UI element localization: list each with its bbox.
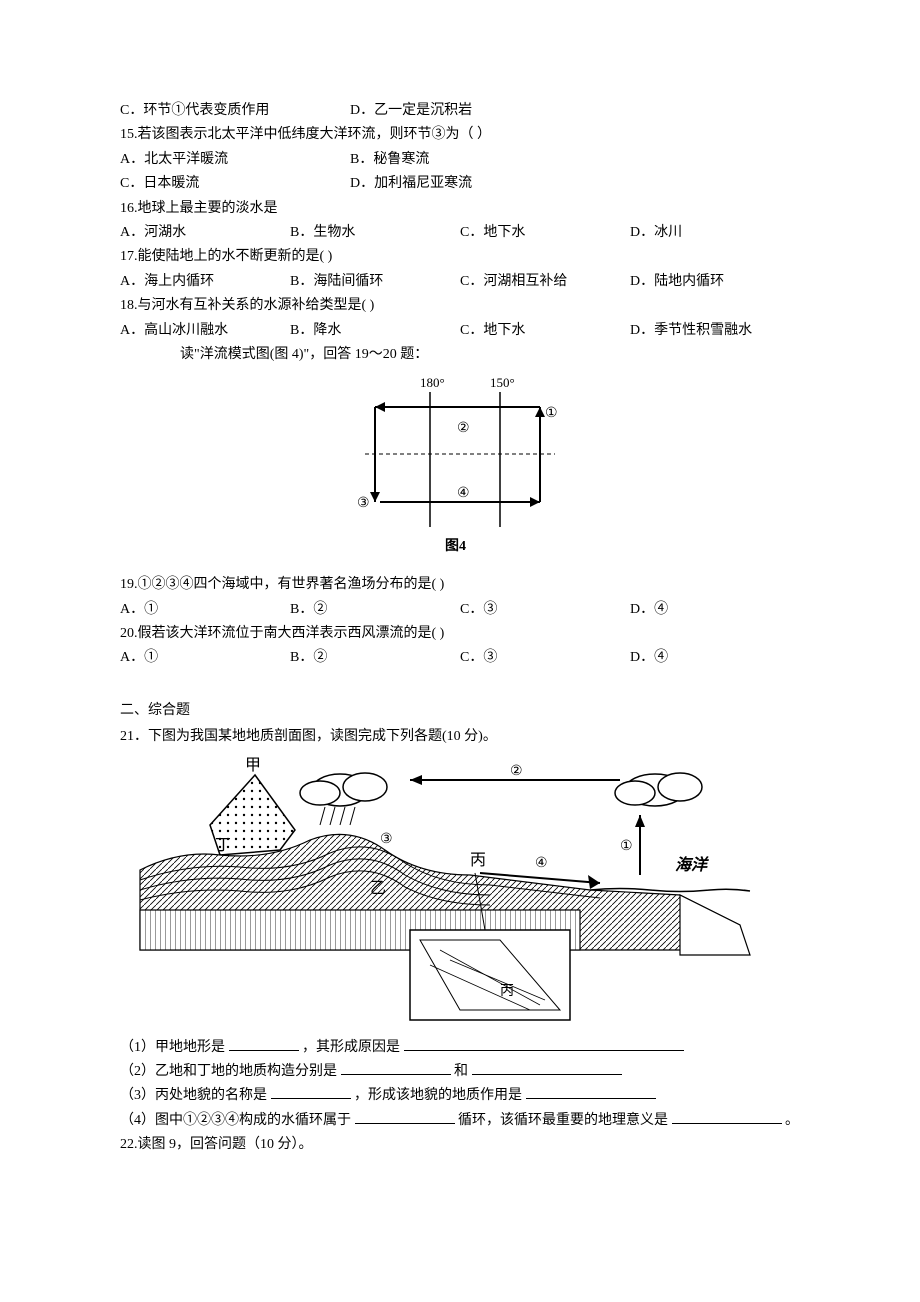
q21-n4: ④ xyxy=(535,856,548,871)
q21-sub4-mid: 循环，该循环最重要的地理意义是 xyxy=(458,1113,668,1128)
q15-opt-d: D．加利福尼亚寒流 xyxy=(350,173,472,195)
q19-stem: 19.①②③④四个海域中，有世界著名渔场分布的是( ) xyxy=(120,574,800,596)
cloud-left-icon xyxy=(300,773,387,825)
q16-opt-d: D．冰川 xyxy=(630,222,800,244)
q17-opt-b: B．海陆间循环 xyxy=(290,271,460,293)
q21-sub3: （3）丙处地貌的名称是 ，形成该地貌的地质作用是 xyxy=(120,1085,800,1107)
q15-opt-c: C．日本暖流 xyxy=(120,173,350,195)
q18-stem: 18.与河水有互补关系的水源补给类型是( ) xyxy=(120,295,800,317)
q21-n3: ③ xyxy=(380,832,393,847)
fig4-container: 180° 150° ① ② ③ ④ 图4 xyxy=(120,372,800,562)
q22-stem: 22.读图 9，回答问题（10 分）。 xyxy=(120,1134,800,1156)
fig4-n1: ① xyxy=(545,406,558,421)
q17-opt-c: C．河湖相互补给 xyxy=(460,271,630,293)
q21-n2: ② xyxy=(510,764,523,779)
q21-sub1-blank1[interactable] xyxy=(229,1050,299,1051)
q21-sub3-blank1[interactable] xyxy=(271,1098,351,1099)
q21-bing-label: 丙 xyxy=(470,852,486,869)
q21-sub4-blank2[interactable] xyxy=(672,1123,782,1124)
fig4-lng-right: 150° xyxy=(490,375,515,390)
q19-opt-d: D．④ xyxy=(630,599,800,621)
q21-sub2-mid: 和 xyxy=(454,1064,468,1079)
q14-options-cd: C．环节①代表变质作用 D．乙一定是沉积岩 xyxy=(120,100,800,122)
q20-options: A．① B．② C．③ D．④ xyxy=(120,647,800,669)
q21-sub2-blank1[interactable] xyxy=(341,1074,451,1075)
q19-options: A．① B．② C．③ D．④ xyxy=(120,599,800,621)
section2-header: 二、综合题 xyxy=(120,700,800,722)
q21-inset-bing: 丙 xyxy=(500,984,514,999)
q15-opt-a: A．北太平洋暖流 xyxy=(120,149,350,171)
q21-sub1: （1）甲地地形是 ，其形成原因是 xyxy=(120,1037,800,1059)
q20-opt-c: C．③ xyxy=(460,647,630,669)
fig4-caption: 图4 xyxy=(445,538,466,554)
q17-options: A．海上内循环 B．海陆间循环 C．河湖相互补给 D．陆地内循环 xyxy=(120,271,800,293)
q17-opt-d: D．陆地内循环 xyxy=(630,271,800,293)
q21-sub4: （4）图中①②③④构成的水循环属于 循环，该循环最重要的地理意义是 。 xyxy=(120,1110,800,1132)
q17-stem: 17.能使陆地上的水不断更新的是( ) xyxy=(120,246,800,268)
q21-sub1-before: （1）甲地地形是 xyxy=(120,1040,225,1055)
q15-options-cd: C．日本暖流 D．加利福尼亚寒流 xyxy=(120,173,800,195)
q16-stem: 16.地球上最主要的淡水是 xyxy=(120,198,800,220)
q16-opt-a: A．河湖水 xyxy=(120,222,290,244)
q21-cross-section-diagram: ② ① 海洋 甲 丁 乙 ③ 丙 ④ xyxy=(120,755,760,1025)
q16-options: A．河湖水 B．生物水 C．地下水 D．冰川 xyxy=(120,222,800,244)
q16-opt-c: C．地下水 xyxy=(460,222,630,244)
fig4-n3: ③ xyxy=(357,496,370,511)
q20-opt-a: A．① xyxy=(120,647,290,669)
q21-ocean-label: 海洋 xyxy=(675,856,709,874)
q18-options: A．高山冰川融水 B．降水 C．地下水 D．季节性积雪融水 xyxy=(120,320,800,342)
q20-opt-d: D．④ xyxy=(630,647,800,669)
q21-sub1-mid: ，其形成原因是 xyxy=(302,1040,400,1055)
q21-ding-label: 丁 xyxy=(215,837,231,854)
q21-sub4-end: 。 xyxy=(785,1113,799,1128)
q21-stem: 21．下图为我国某地地质剖面图，读图完成下列各题(10 分)。 xyxy=(120,726,800,748)
q19-opt-b: B．② xyxy=(290,599,460,621)
q21-sub2-before: （2）乙地和丁地的地质构造分别是 xyxy=(120,1064,337,1079)
q21-sub3-mid: ，形成该地貌的地质作用是 xyxy=(354,1088,522,1103)
q21-sub3-before: （3）丙处地貌的名称是 xyxy=(120,1088,267,1103)
q20-stem: 20.假若该大洋环流位于南大西洋表示西风漂流的是( ) xyxy=(120,623,800,645)
fig4-diagram: 180° 150° ① ② ③ ④ 图4 xyxy=(345,372,575,562)
q18-opt-d: D．季节性积雪融水 xyxy=(630,320,800,342)
q21-sub2-blank2[interactable] xyxy=(472,1074,622,1075)
q19-opt-a: A．① xyxy=(120,599,290,621)
q15-options-ab: A．北太平洋暖流 B．秘鲁寒流 xyxy=(120,149,800,171)
q18-opt-b: B．降水 xyxy=(290,320,460,342)
q21-sub4-blank1[interactable] xyxy=(355,1123,455,1124)
fig4-n4: ④ xyxy=(457,486,470,501)
q18-opt-c: C．地下水 xyxy=(460,320,630,342)
q21-sub2: （2）乙地和丁地的地质构造分别是 和 xyxy=(120,1061,800,1083)
cloud-right-icon xyxy=(615,773,702,806)
q21-sub4-before: （4）图中①②③④构成的水循环属于 xyxy=(120,1113,351,1128)
q18-opt-a: A．高山冰川融水 xyxy=(120,320,290,342)
q20-opt-b: B．② xyxy=(290,647,460,669)
q21-sub3-blank2[interactable] xyxy=(526,1098,656,1099)
q15-opt-b: B．秘鲁寒流 xyxy=(350,149,429,171)
q14-opt-c: C．环节①代表变质作用 xyxy=(120,100,350,122)
fig4-n2: ② xyxy=(457,421,470,436)
fig4-lng-left: 180° xyxy=(420,375,445,390)
q17-opt-a: A．海上内循环 xyxy=(120,271,290,293)
fig4-intro: 读"洋流模式图(图 4)"，回答 19～20 题： xyxy=(120,344,800,366)
q21-n1: ① xyxy=(620,839,633,854)
q19-opt-c: C．③ xyxy=(460,599,630,621)
q21-yi-label: 乙 xyxy=(370,880,386,897)
q21-jia-label: 甲 xyxy=(245,757,261,774)
q21-sub1-blank2[interactable] xyxy=(404,1050,684,1051)
q21-figure-container: ② ① 海洋 甲 丁 乙 ③ 丙 ④ xyxy=(120,755,800,1025)
q14-opt-d: D．乙一定是沉积岩 xyxy=(350,100,472,122)
q16-opt-b: B．生物水 xyxy=(290,222,460,244)
q15-stem: 15.若该图表示北太平洋中低纬度大洋环流，则环节③为（ ） xyxy=(120,124,800,146)
